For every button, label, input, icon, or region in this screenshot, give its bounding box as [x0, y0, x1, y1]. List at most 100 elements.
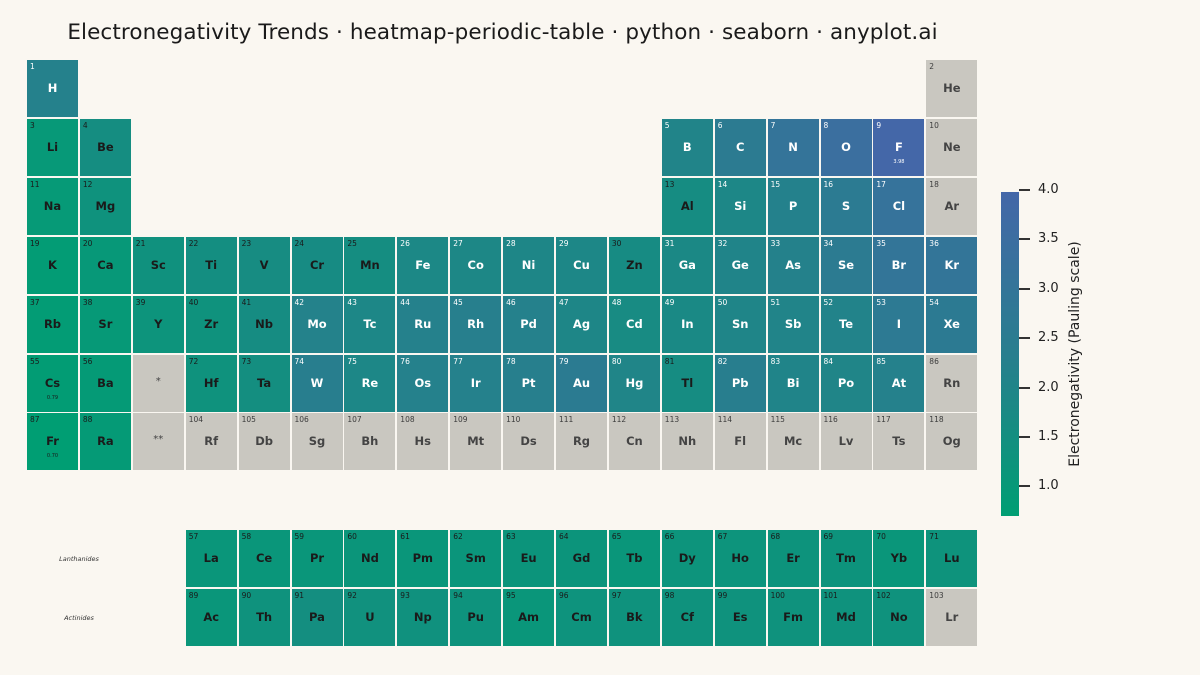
element-cell-ho: 67 Ho: [714, 530, 766, 587]
atomic-number: 64: [559, 532, 569, 541]
element-symbol: Po: [837, 375, 855, 390]
element-cell-pt: 78 Pt: [503, 354, 555, 412]
element-symbol: Er: [786, 551, 800, 565]
element-symbol: Cu: [573, 257, 590, 272]
atomic-number: 88: [82, 415, 93, 425]
element-symbol: W: [310, 375, 324, 390]
atomic-number: 31: [664, 238, 675, 248]
element-cell-hs: 108 Hs: [397, 413, 449, 471]
atomic-number: 3: [30, 120, 35, 130]
atomic-number: 35: [876, 238, 886, 248]
element-cell-li: 3 Li: [27, 118, 78, 176]
element-symbol: Y: [154, 316, 163, 331]
atomic-number: 112: [611, 415, 627, 425]
atomic-number: 90: [241, 591, 252, 600]
atomic-number: 11: [30, 179, 40, 189]
element-cell-ca: 20 Ca: [79, 236, 131, 294]
element-cell-cs: 55 Cs 0.79: [27, 354, 78, 412]
atomic-number: 89: [188, 591, 199, 600]
element-symbol: H: [47, 81, 58, 95]
atomic-number: 95: [506, 591, 516, 600]
element-cell-zr: 40 Zr: [185, 295, 237, 353]
atomic-number: 6: [717, 120, 723, 130]
atomic-number: 67: [717, 532, 728, 541]
atomic-number: 53: [876, 297, 886, 307]
element-symbol: Mt: [467, 434, 485, 449]
element-symbol: Lr: [945, 610, 959, 624]
element-symbol: Re: [361, 375, 379, 390]
electronegativity-value: 0.70: [46, 453, 59, 460]
element-cell-nh: 113 Nh: [661, 413, 713, 471]
element-symbol: Sc: [150, 257, 166, 272]
element-symbol: Co: [467, 257, 484, 272]
element-cell-zn: 30 Zn: [608, 236, 660, 294]
element-symbol: Ds: [520, 434, 537, 449]
atomic-number: 10: [929, 120, 939, 130]
element-symbol: Mc: [783, 434, 803, 449]
element-symbol: Ne: [943, 139, 961, 154]
element-symbol: Mn: [360, 257, 380, 272]
atomic-number: 48: [611, 297, 622, 307]
element-cell-sg: 106 Sg: [291, 413, 343, 471]
element-symbol: Kr: [944, 257, 960, 272]
element-cell-pu: 94 Pu: [450, 589, 502, 646]
element-symbol: Xe: [943, 316, 960, 331]
element-symbol: Hg: [625, 375, 644, 390]
atomic-number: 117: [876, 415, 891, 425]
colorbar-tick-label: 2.0: [1038, 379, 1059, 395]
element-cell-kr: 36 Kr: [926, 236, 978, 294]
electronegativity-value: 0.79: [46, 394, 59, 401]
atomic-number: 12: [82, 179, 93, 189]
element-symbol: Be: [97, 139, 114, 154]
colorbar-tick: [1019, 189, 1030, 192]
element-cell-sr: 38 Sr: [79, 295, 131, 353]
element-symbol: U: [365, 610, 375, 624]
element-cell-br: 35 Br: [873, 236, 925, 294]
atomic-number: 101: [823, 591, 838, 600]
element-cell-tm: 69 Tm: [820, 530, 872, 587]
element-symbol: Ta: [257, 375, 272, 390]
atomic-number: 36: [929, 238, 939, 248]
element-cell-hf: 72 Hf: [185, 354, 237, 412]
chart-title: Electronegativity Trends · heatmap-perio…: [67, 20, 938, 45]
atomic-number: 105: [241, 415, 256, 425]
colorbar-tick: [1019, 337, 1030, 340]
atomic-number: 115: [770, 415, 785, 425]
element-symbol: Eu: [520, 551, 537, 565]
element-cell-lr: 103 Lr: [926, 589, 978, 646]
element-symbol: O: [841, 139, 851, 154]
colorbar-tick-label: 1.0: [1038, 478, 1059, 494]
element-symbol: Db: [255, 434, 273, 449]
element-cell-p: 15 P: [767, 177, 819, 235]
atomic-number: 106: [294, 415, 309, 425]
element-symbol: Es: [732, 610, 748, 624]
element-symbol: C: [735, 139, 745, 154]
lanthanides-row-label: Lanthanides: [59, 555, 99, 563]
element-cell-al: 13 Al: [661, 177, 713, 235]
element-symbol: I: [896, 316, 902, 331]
element-symbol: In: [681, 316, 694, 331]
atomic-number: 93: [400, 591, 410, 600]
element-symbol: Pu: [467, 610, 484, 624]
atomic-number: 110: [506, 415, 521, 425]
colorbar-tick-label: 4.0: [1038, 182, 1059, 198]
element-cell-ni: 28 Ni: [503, 236, 555, 294]
atomic-number: 111: [559, 415, 574, 425]
atomic-number: 15: [770, 179, 781, 189]
colorbar-tick: [1019, 287, 1030, 290]
element-symbol: No: [890, 610, 908, 624]
element-symbol: Pr: [309, 551, 325, 565]
atomic-number: 71: [929, 532, 939, 541]
element-symbol: V: [259, 257, 269, 272]
element-cell-sn: 50 Sn: [714, 295, 766, 353]
atomic-number: 8: [823, 120, 829, 130]
atomic-number: 80: [611, 356, 622, 366]
atomic-number: 82: [717, 356, 728, 366]
atomic-number: 13: [664, 179, 675, 189]
element-cell-am: 95 Am: [503, 589, 555, 646]
atomic-number: 83: [770, 356, 781, 366]
element-cell-pr: 59 Pr: [291, 530, 343, 587]
element-cell-tl: 81 Tl: [661, 354, 713, 412]
